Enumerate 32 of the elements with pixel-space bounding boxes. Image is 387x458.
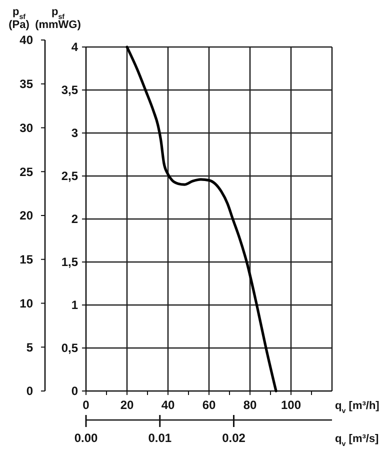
x-tick-label: 0 [82,398,90,412]
x2-tick-label: 0.01 [148,431,172,445]
y2-tick-label: 10 [20,296,34,310]
y2-tick-label: 5 [26,340,34,354]
x-tick-label: 80 [243,398,257,412]
y-tick-label: 4 [71,40,78,54]
y2-axis-title: p$_{sf}$ (Pa) [8,6,30,31]
y2-tick-label: 15 [20,252,34,267]
y-tick-label: 1 [71,298,78,312]
y-tick-label: 0,5 [61,341,78,356]
x2-tick-label: 0.02 [222,431,246,445]
x-axis-title: q$_{v}$ [m³/h] [335,400,380,415]
y-tick-label: 1,5 [61,255,78,270]
x-tick-label: 60 [202,398,216,412]
y2-tick-label: 30 [20,120,34,135]
y2-tick-label: 0 [26,384,34,398]
y2-tick-label: 25 [20,164,34,179]
x-tick-label: 40 [161,398,175,412]
y2-tick-label: 40 [20,33,34,48]
x2-axis-title: q$_{v}$ [m³/s] [335,433,380,448]
y2-tick-label: 20 [20,208,34,223]
y-tick-label: 3,5 [61,83,78,98]
x2-tick-label: 0.00 [74,431,98,445]
y2-tick-label: 35 [20,77,34,92]
x-tick-label: 20 [120,398,134,412]
y-tick-label: 2,5 [61,169,78,184]
line-series [126,46,278,392]
x-tick-label: 100 [280,398,302,412]
y-axis-title: p$_{sf}$ (mmWG) [35,6,82,31]
y-tick-label: 0 [71,384,78,398]
y-tick-label: 3 [71,126,78,140]
y-tick-label: 2 [71,212,78,226]
